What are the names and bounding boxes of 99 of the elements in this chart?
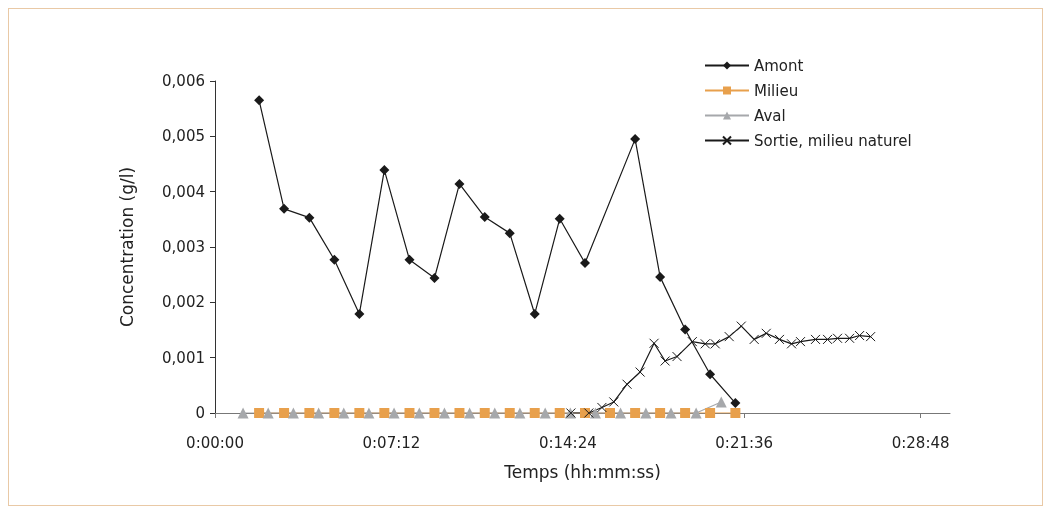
point (655, 408, 666, 418)
legend-label: Aval (754, 106, 786, 125)
point (504, 408, 515, 418)
point (429, 272, 440, 283)
x-tick-label: 0:21:36 (715, 433, 774, 452)
point (329, 254, 340, 265)
point (730, 398, 741, 409)
legend-label: Sortie, milieu naturel (754, 131, 912, 150)
point (489, 407, 501, 419)
point (622, 379, 633, 390)
point (640, 407, 652, 419)
point (464, 407, 476, 419)
point (649, 338, 660, 349)
point (287, 407, 299, 419)
point (539, 407, 551, 419)
point (608, 396, 619, 407)
point (413, 407, 425, 419)
y-tick-label: 0,006 (162, 72, 205, 90)
point (761, 328, 772, 339)
point (262, 407, 274, 419)
point (529, 308, 540, 319)
point (665, 407, 677, 419)
legend-label: Amont (754, 56, 804, 75)
point (630, 134, 641, 145)
point (700, 338, 711, 349)
point (454, 178, 465, 189)
point (429, 408, 440, 418)
point (705, 369, 716, 380)
point (672, 351, 683, 362)
point (583, 408, 594, 418)
legend-label: Milieu (754, 81, 799, 100)
point (635, 367, 646, 378)
point (379, 165, 390, 176)
point (724, 331, 735, 342)
y-tick-label: 0,004 (162, 182, 205, 201)
point (554, 213, 565, 224)
point (454, 408, 465, 418)
point (354, 308, 365, 319)
point (404, 254, 415, 265)
point (596, 402, 607, 413)
point (730, 408, 741, 418)
point (604, 408, 615, 418)
y-tick-label: 0,005 (162, 127, 205, 146)
point (865, 331, 876, 342)
point (749, 334, 760, 345)
point (854, 330, 865, 341)
point (710, 338, 721, 349)
point (810, 334, 821, 345)
point (379, 408, 390, 418)
x-axis-title: Temps (hh:mm:ss) (503, 461, 661, 482)
point (736, 321, 747, 332)
point (479, 408, 490, 418)
x-tick-label: 0:07:12 (362, 433, 421, 452)
y-tick-label: 0,002 (162, 293, 205, 312)
point (705, 408, 716, 418)
point (786, 338, 797, 349)
point (589, 407, 601, 419)
point (438, 407, 450, 419)
point (254, 408, 265, 418)
point (304, 212, 315, 223)
point (655, 271, 666, 282)
y-axis-title: Concentration (g/l) (116, 166, 137, 328)
point (279, 203, 290, 214)
point (554, 408, 565, 418)
x-tick-label: 0:28:48 (891, 433, 950, 452)
point (774, 334, 785, 345)
point (404, 408, 415, 418)
point (690, 407, 702, 419)
point (504, 228, 515, 239)
point (832, 333, 843, 344)
point (479, 212, 490, 223)
point (514, 407, 526, 419)
point (844, 333, 855, 344)
x-tick-label: 0:00:00 (186, 433, 244, 452)
point (388, 407, 400, 419)
y-tick-label: 0 (195, 404, 205, 422)
point (279, 408, 290, 418)
point (822, 334, 833, 345)
point (304, 408, 315, 418)
point (237, 407, 249, 419)
point (338, 407, 350, 419)
y-tick-label: 0,001 (162, 348, 205, 367)
point (680, 324, 691, 335)
point (529, 408, 540, 418)
point (715, 396, 727, 408)
point (363, 407, 375, 419)
point (313, 407, 325, 419)
point (687, 336, 698, 347)
x-tick-label: 0:14:24 (538, 433, 597, 452)
point (795, 336, 806, 347)
point (329, 408, 340, 418)
point (615, 407, 627, 419)
point (254, 95, 265, 106)
point (630, 408, 641, 418)
y-tick-label: 0,003 (162, 238, 205, 256)
point (660, 355, 671, 366)
point (680, 408, 691, 418)
point (580, 258, 590, 269)
point (354, 408, 365, 418)
